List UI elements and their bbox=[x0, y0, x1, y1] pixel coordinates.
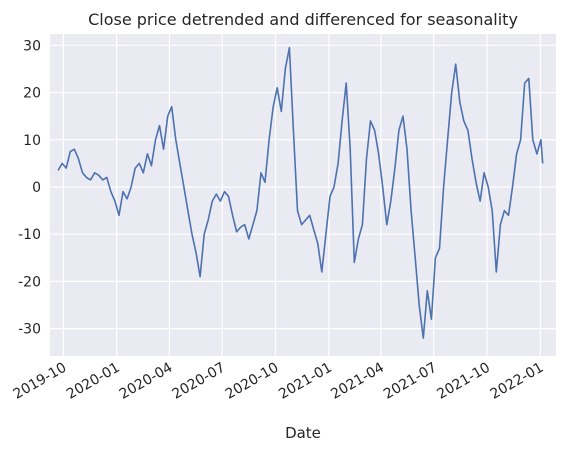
x-tick-label: 2019-10 bbox=[11, 360, 70, 403]
x-tick-label: 2021-04 bbox=[328, 360, 387, 403]
x-axis-label: Date bbox=[285, 424, 321, 442]
x-tick-label: 2020-01 bbox=[64, 360, 123, 403]
y-tick-labels: -30 -20 -10 0 10 20 30 bbox=[18, 38, 41, 337]
plot-area bbox=[50, 34, 556, 356]
x-tick-label: 2020-10 bbox=[223, 360, 282, 403]
chart-title: Close price detrended and differenced fo… bbox=[88, 10, 518, 29]
y-tick-label: 10 bbox=[23, 133, 41, 149]
x-tick-label: 2021-10 bbox=[434, 360, 493, 403]
x-tick-label: 2021-01 bbox=[276, 360, 335, 403]
x-tick-label: 2022-01 bbox=[488, 360, 547, 403]
x-tick-label: 2020-07 bbox=[169, 360, 228, 403]
y-tick-label: -30 bbox=[18, 322, 41, 338]
y-tick-label: 20 bbox=[23, 86, 41, 102]
y-tick-label: -10 bbox=[18, 227, 41, 243]
y-tick-label: 30 bbox=[23, 38, 41, 54]
x-tick-labels: 2019-102020-012020-042020-072020-102021-… bbox=[11, 360, 547, 403]
x-tick-label: 2021-07 bbox=[381, 360, 440, 403]
y-tick-label: -20 bbox=[18, 274, 41, 290]
x-tick-label: 2020-04 bbox=[117, 360, 176, 403]
y-tick-label: 0 bbox=[32, 180, 41, 196]
